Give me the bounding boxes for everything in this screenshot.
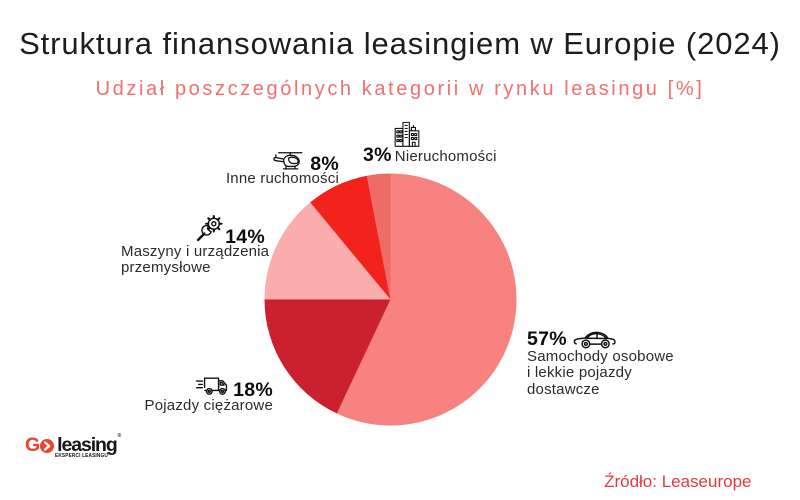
label-trucks: 18% Pojazdy ciężarowe	[73, 376, 273, 414]
machines-percent: 14%	[225, 225, 265, 248]
label-movables: 8% Inne ruchomości	[139, 151, 339, 187]
pie-slice-8	[310, 175, 391, 300]
go-leasing-logo: G leasing® EKSPERCI LEASINGU	[25, 433, 122, 459]
page-title: Struktura finansowania leasingiem w Euro…	[19, 26, 781, 61]
machines-label: Maszyny i urządzenia przemysłowe	[121, 242, 270, 277]
movables-label: Inne ruchomości	[225, 170, 339, 188]
movables-percent: 8%	[310, 152, 339, 175]
logo-arrow-icon	[40, 438, 55, 453]
pie-slice-18	[264, 299, 391, 414]
trucks-percent: 18%	[233, 378, 273, 401]
pie-chart	[264, 173, 517, 426]
building-icon	[392, 120, 422, 147]
registered-mark: ®	[117, 433, 122, 439]
pie-slice-57	[336, 173, 517, 426]
realestate-percent: 3%	[363, 144, 392, 166]
logo-tagline: EKSPERCI LEASINGU	[55, 453, 108, 459]
label-realestate: 3% Nieruchomości	[363, 120, 583, 166]
pie-slice-3	[366, 173, 391, 300]
pie-chart-svg	[264, 173, 517, 426]
logo-word-leasing: leasing®	[57, 433, 122, 457]
gear-wrench-icon	[194, 215, 224, 243]
pie-slice-14	[264, 202, 391, 300]
helicopter-icon	[270, 151, 308, 171]
realestate-label: Nieruchomości	[394, 148, 497, 165]
page-subtitle: Udział poszczególnych kategorii w rynku …	[95, 78, 705, 100]
logo-word-leasing-text: leasing	[57, 434, 118, 456]
label-machines: 14% Maszyny i urządzenia przemysłowe	[121, 215, 273, 277]
cars-label: Samochody osobowe i lekkie pojazdy dosta…	[527, 347, 674, 398]
label-cars: 57% Samochody osobowe i lekkie pojazdy d…	[527, 328, 697, 398]
car-icon	[572, 329, 617, 349]
cars-percent: 57%	[527, 328, 567, 350]
logo-letter-g: G	[25, 434, 40, 456]
trucks-label: Pojazdy ciężarowe	[144, 396, 273, 414]
source-note: Źródło: Leaseurope	[604, 472, 752, 491]
truck-icon	[195, 376, 229, 397]
